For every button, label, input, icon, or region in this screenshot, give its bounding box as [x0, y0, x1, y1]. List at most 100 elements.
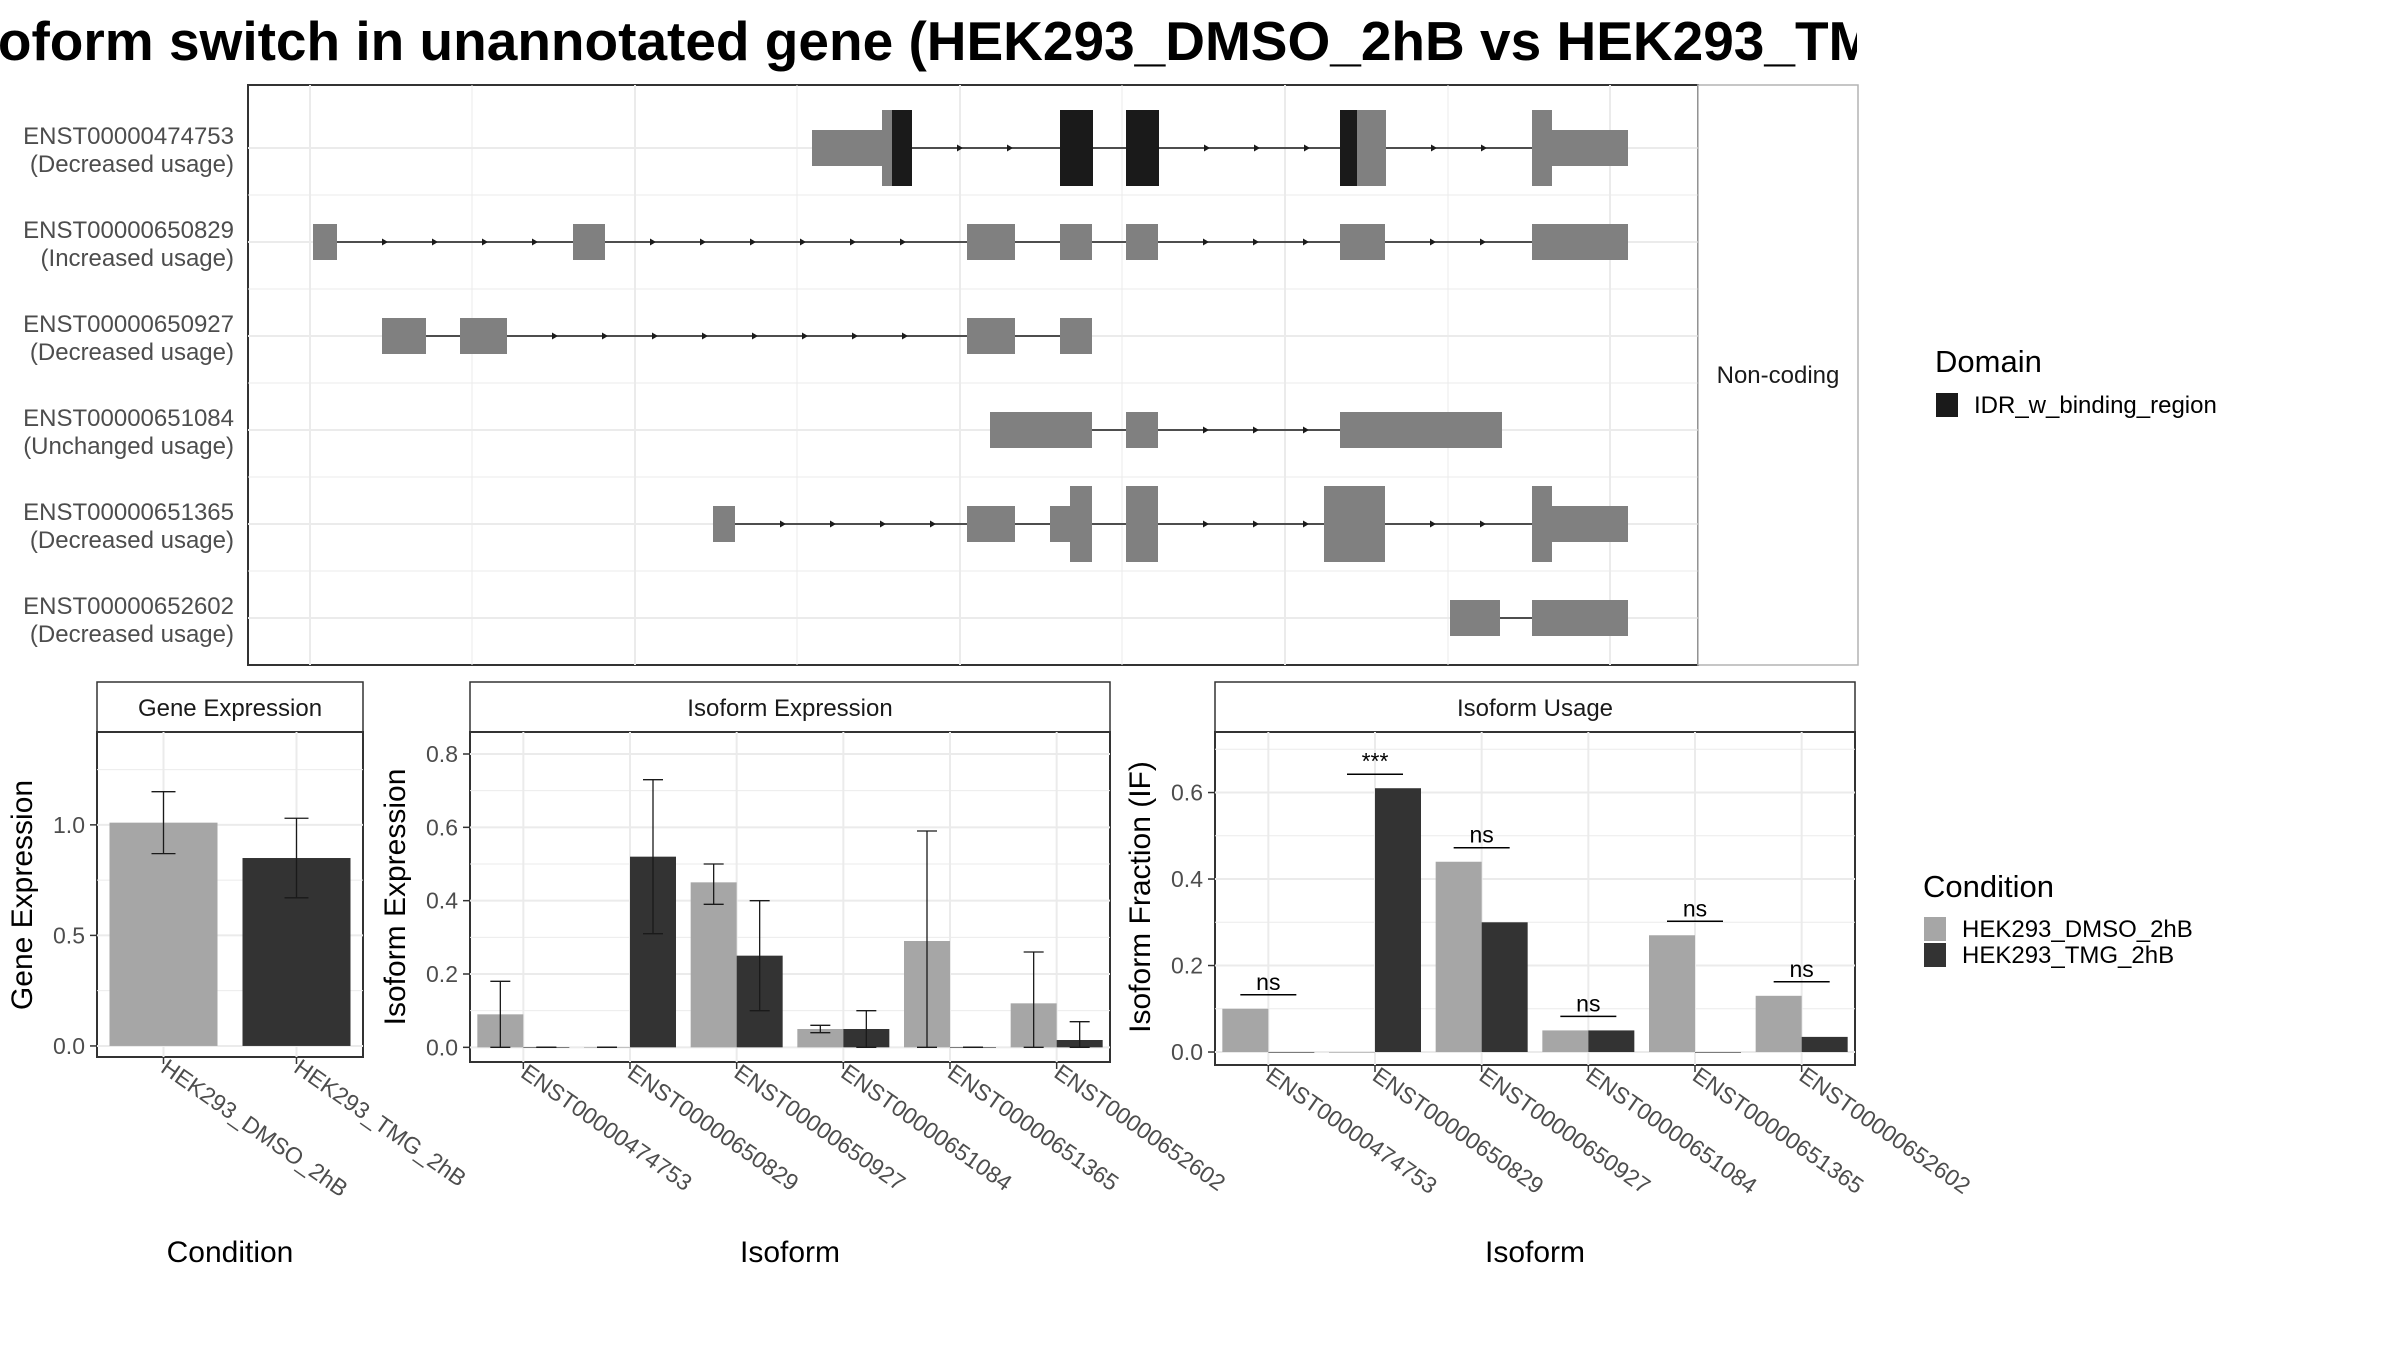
- isoform-usage-ylabel: Isoform Fraction (IF): [1124, 761, 1157, 1033]
- x-tick-label: ENST00000651365: [943, 1059, 1123, 1196]
- condition-legend-title: Condition: [1923, 869, 2054, 904]
- isoform-usage-strip-title: Isoform Usage: [1457, 695, 1613, 722]
- bar: [1588, 1030, 1635, 1053]
- intron-arrow: [432, 238, 438, 246]
- intron-arrow: [1007, 144, 1013, 152]
- transcript-row: ENST00000652602(Decreased usage): [23, 593, 1628, 648]
- intron-arrow: [1303, 520, 1309, 528]
- transcript-usage-label: (Increased usage): [41, 245, 234, 272]
- intron-arrow: [1253, 520, 1259, 528]
- intron-arrow: [880, 520, 886, 528]
- exon: [313, 224, 337, 260]
- bar: [1542, 1030, 1589, 1053]
- intron-arrow: [482, 238, 488, 246]
- transcript-rows: ENST00000474753(Decreased usage)ENST0000…: [23, 110, 1628, 648]
- exon: [1060, 224, 1092, 260]
- exon: [1340, 412, 1502, 448]
- intron-arrow: [957, 144, 963, 152]
- significance-label: ns: [1790, 956, 1814, 982]
- exon: [1070, 486, 1092, 562]
- intron-arrow: [1430, 238, 1436, 246]
- x-tick-label: ENST00000650927: [1475, 1062, 1655, 1199]
- intron-arrow: [752, 332, 758, 340]
- transcript-id-label: ENST00000474753: [23, 123, 234, 150]
- x-tick-label: ENST00000651084: [1581, 1062, 1762, 1199]
- intron-arrow: [1480, 238, 1486, 246]
- intron-arrow: [802, 332, 808, 340]
- condition-legend-label-dmso: HEK293_DMSO_2hB: [1962, 916, 2193, 943]
- transcript-row: ENST00000650927(Decreased usage): [23, 311, 1092, 366]
- significance-label: ns: [1256, 969, 1280, 995]
- domain-legend-swatch: [1936, 393, 1958, 417]
- isoform-usage-xlabel: Isoform: [1485, 1236, 1585, 1269]
- condition-legend-label-tmg: HEK293_TMG_2hB: [1962, 942, 2174, 969]
- transcript-row: ENST00000474753(Decreased usage): [23, 110, 1628, 186]
- figure-title: Isoform switch in unannotated gene (HEK2…: [0, 10, 2070, 72]
- exon: [1324, 486, 1385, 562]
- intron-arrow: [1203, 520, 1209, 528]
- significance-label: ***: [1362, 748, 1389, 774]
- intron-arrow: [1204, 144, 1210, 152]
- intron-arrow: [830, 520, 836, 528]
- transcript-row: ENST00000651084(Unchanged usage): [23, 405, 1502, 460]
- isoform-expression-strip: [469, 681, 1111, 733]
- exon: [1340, 224, 1385, 260]
- exon: [713, 506, 735, 542]
- exon: [1450, 600, 1500, 636]
- exon: [1126, 486, 1158, 562]
- y-tick-label: 1.0: [53, 812, 85, 838]
- exon: [812, 130, 882, 166]
- domain-exon: [1060, 110, 1093, 186]
- significance-label: ns: [1470, 822, 1494, 848]
- exon: [1060, 318, 1092, 354]
- transcript-usage-label: (Decreased usage): [30, 339, 234, 366]
- intron-arrow: [1254, 144, 1260, 152]
- domain-exon: [1126, 110, 1159, 186]
- transcript-usage-label: (Decreased usage): [30, 527, 234, 554]
- exon: [573, 224, 605, 260]
- y-tick-label: 0.6: [1171, 780, 1203, 806]
- intron-arrow: [1203, 238, 1209, 246]
- x-tick-label: ENST00000474753: [516, 1059, 696, 1196]
- transcript-usage-label: (Decreased usage): [30, 151, 234, 178]
- isoform-usage-frame: [1214, 731, 1856, 1066]
- x-tick-label: ENST00000650829: [623, 1059, 803, 1196]
- y-tick-label: 0.4: [426, 888, 458, 914]
- intron-arrow: [750, 238, 756, 246]
- y-tick-label: 0.5: [53, 922, 85, 948]
- transcript-id-label: ENST00000651084: [23, 405, 234, 432]
- transcript-id-label: ENST00000650927: [23, 311, 234, 338]
- exon: [967, 506, 1015, 542]
- transcript-usage-label: (Decreased usage): [30, 621, 234, 648]
- bar: [109, 822, 218, 1046]
- exon: [1050, 506, 1070, 542]
- y-tick-label: 0.0: [53, 1033, 85, 1059]
- title-clip-mask: [1857, 0, 2400, 80]
- gene-expression-ylabel: Gene Expression: [6, 780, 39, 1010]
- exon: [967, 318, 1015, 354]
- gene-expression-xlabel: Condition: [167, 1236, 294, 1269]
- intron-arrow: [1253, 426, 1259, 434]
- y-tick-label: 0.2: [1171, 953, 1203, 979]
- x-tick-label: ENST00000652602: [1795, 1062, 1975, 1199]
- intron-arrow: [1481, 144, 1487, 152]
- y-tick-label: 0.2: [426, 961, 458, 987]
- transcript-row: ENST00000650829(Increased usage): [23, 217, 1628, 272]
- bar: [1375, 788, 1421, 1053]
- exon: [1357, 110, 1386, 186]
- intron-arrow: [532, 238, 538, 246]
- intron-arrow: [382, 238, 388, 246]
- exon: [967, 224, 1015, 260]
- bar: [1801, 1036, 1848, 1053]
- exon: [1532, 224, 1628, 260]
- y-tick-label: 0.4: [1171, 866, 1203, 892]
- bar: [690, 882, 737, 1048]
- bar: [1755, 995, 1802, 1053]
- condition-legend: Condition HEK293_DMSO_2hB HEK293_TMG_2hB: [1923, 869, 2193, 969]
- intron-arrow: [852, 332, 858, 340]
- intron-arrow: [1303, 238, 1309, 246]
- gene-expression-strip-title: Gene Expression: [138, 695, 322, 722]
- bar: [1695, 1052, 1741, 1053]
- exon: [882, 110, 892, 186]
- intron-arrow: [900, 238, 906, 246]
